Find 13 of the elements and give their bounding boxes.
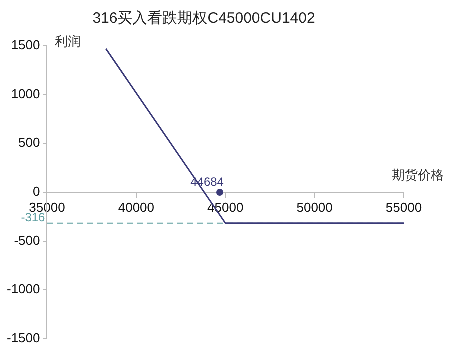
y-tick-label: 0 [33,184,40,200]
x-axis-title: 期货价格 [392,168,444,183]
x-tick-label: 40000 [118,200,155,215]
y-tick-label: 1500 [11,38,40,53]
y-tick-label: 1000 [11,86,40,102]
chart-title: 316买入看跌期权C45000CU1402 [92,10,316,28]
x-tick-label: 55000 [386,200,422,215]
x-tick-label: 50000 [296,200,333,215]
y-tick-label: -500 [14,232,40,248]
y-axis-title: 利润 [55,34,82,50]
y-tick-label: -1500 [7,330,40,346]
y-tick-label: 500 [18,135,40,150]
y-tick-label: -1000 [7,282,40,297]
